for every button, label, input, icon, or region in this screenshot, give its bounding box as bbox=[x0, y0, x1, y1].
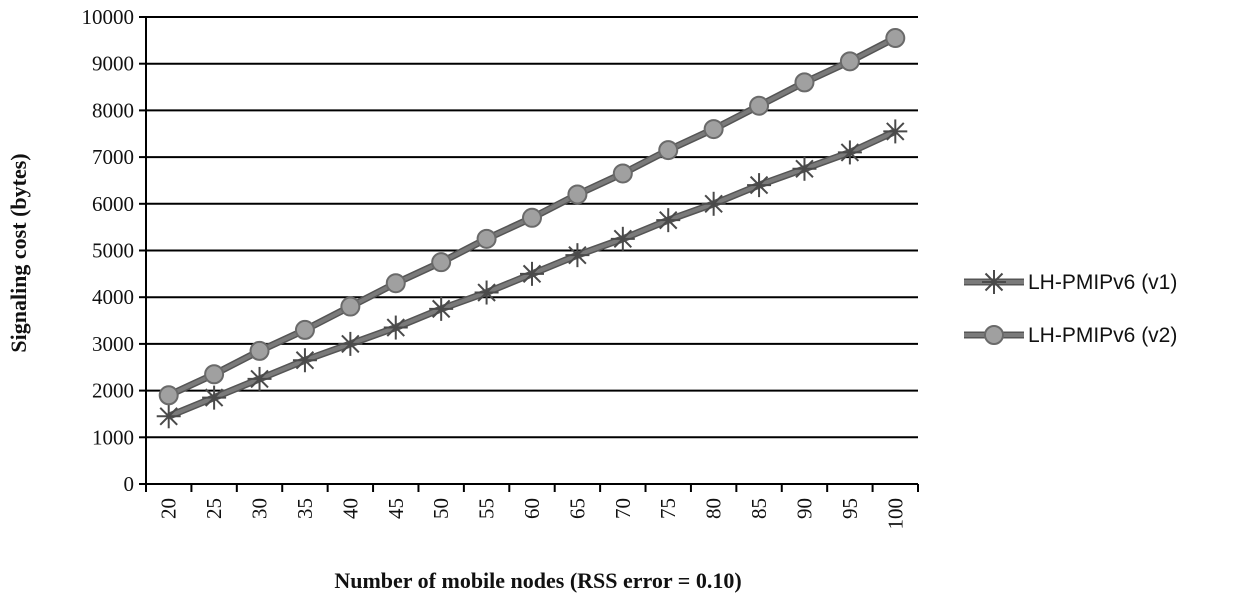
series-1-point-75 bbox=[656, 208, 681, 233]
series-1-point-65 bbox=[565, 243, 590, 268]
legend-item-2: LH-PMIPv6 (v2) bbox=[964, 324, 1177, 347]
series-1-point-80 bbox=[701, 191, 726, 216]
series-1-point-55 bbox=[474, 280, 499, 305]
series-2-point-70 bbox=[612, 163, 633, 184]
series-2-point-35 bbox=[294, 319, 315, 340]
y-tick-label-6000: 6000 bbox=[92, 192, 134, 216]
y-tick-label-3000: 3000 bbox=[92, 332, 134, 356]
x-tick-label-85: 85 bbox=[747, 498, 771, 519]
y-axis-title: Signaling cost (bytes) bbox=[6, 153, 31, 352]
x-tick-label-95: 95 bbox=[838, 498, 862, 519]
x-tick-label-80: 80 bbox=[702, 498, 726, 519]
y-tick-label-8000: 8000 bbox=[92, 98, 134, 122]
series-2-point-80 bbox=[703, 119, 724, 140]
legend-label-2: LH-PMIPv6 (v2) bbox=[1028, 324, 1177, 347]
series-2-point-55 bbox=[476, 228, 497, 249]
series-2-point-75 bbox=[658, 140, 679, 161]
x-tick-label-55: 55 bbox=[475, 498, 499, 519]
x-tick-label-75: 75 bbox=[656, 498, 680, 519]
x-tick-label-60: 60 bbox=[520, 498, 544, 519]
x-tick-label-35: 35 bbox=[293, 498, 317, 519]
y-tick-label-0: 0 bbox=[124, 472, 135, 496]
series-2-point-60 bbox=[522, 207, 542, 228]
series-2 bbox=[158, 28, 906, 406]
x-tick-label-65: 65 bbox=[565, 498, 589, 519]
y-tick-label-10000: 10000 bbox=[82, 5, 135, 29]
legend-marker-1 bbox=[982, 270, 1006, 294]
series-2-point-30 bbox=[249, 340, 270, 361]
series-1-point-100 bbox=[883, 119, 908, 144]
series-2-point-90 bbox=[794, 72, 815, 93]
x-tick-label-40: 40 bbox=[338, 498, 362, 519]
x-tick-label-45: 45 bbox=[384, 498, 408, 519]
series-2-point-20 bbox=[158, 385, 179, 406]
y-tick-label-4000: 4000 bbox=[92, 285, 134, 309]
series-2-point-40 bbox=[340, 296, 361, 317]
x-tick-label-25: 25 bbox=[202, 498, 226, 519]
series-1 bbox=[156, 119, 908, 429]
series-2-point-95 bbox=[839, 51, 860, 72]
series-1-point-90 bbox=[792, 156, 817, 181]
series-1-point-35 bbox=[292, 348, 317, 373]
x-tick-label-30: 30 bbox=[248, 498, 272, 519]
x-tick-label-90: 90 bbox=[792, 498, 816, 519]
series-1-point-30 bbox=[247, 366, 272, 391]
x-axis-ticks: 20 25 30 35 40 45 50 55 60 65 70 75 80 85 90 95 100 bbox=[145, 484, 919, 530]
series-1-point-45 bbox=[383, 315, 408, 340]
legend-label-1: LH-PMIPv6 (v1) bbox=[1028, 271, 1177, 294]
series-2-point-50 bbox=[431, 252, 452, 273]
series-1-point-85 bbox=[747, 173, 772, 198]
y-axis-ticks: 0 1000 2000 3000 4000 5000 6000 7000 8000 9000 100… bbox=[82, 5, 146, 496]
y-tick-label-1000: 1000 bbox=[92, 425, 134, 449]
y-tick-label-2000: 2000 bbox=[92, 379, 134, 403]
series-1-point-40 bbox=[338, 331, 363, 356]
series-2-point-85 bbox=[749, 95, 770, 116]
series-2-point-100 bbox=[885, 28, 906, 49]
series-2-point-65 bbox=[567, 184, 588, 205]
series-2-point-45 bbox=[385, 273, 406, 294]
series-layer bbox=[156, 28, 908, 429]
series-1-point-95 bbox=[837, 140, 862, 165]
legend-marker-2 bbox=[984, 325, 1004, 345]
x-tick-label-100: 100 bbox=[883, 498, 907, 530]
x-axis-title: Number of mobile nodes (RSS error = 0.10… bbox=[334, 568, 741, 593]
series-1-point-25 bbox=[202, 385, 227, 410]
series-1-point-60 bbox=[520, 261, 544, 286]
series-1-point-50 bbox=[429, 296, 454, 321]
y-tick-label-7000: 7000 bbox=[92, 145, 134, 169]
y-tick-label-5000: 5000 bbox=[92, 239, 134, 263]
y-tick-label-9000: 9000 bbox=[92, 52, 134, 76]
x-tick-label-20: 20 bbox=[157, 498, 181, 519]
legend: LH-PMIPv6 (v1) LH-PMIPv6 (v2) bbox=[964, 270, 1177, 347]
series-2-point-25 bbox=[204, 364, 225, 385]
x-tick-label-50: 50 bbox=[429, 498, 453, 519]
series-1-point-70 bbox=[610, 226, 635, 251]
series-1-point-20 bbox=[156, 404, 181, 429]
x-tick-label-70: 70 bbox=[611, 498, 635, 519]
legend-item-1: LH-PMIPv6 (v1) bbox=[964, 270, 1177, 294]
